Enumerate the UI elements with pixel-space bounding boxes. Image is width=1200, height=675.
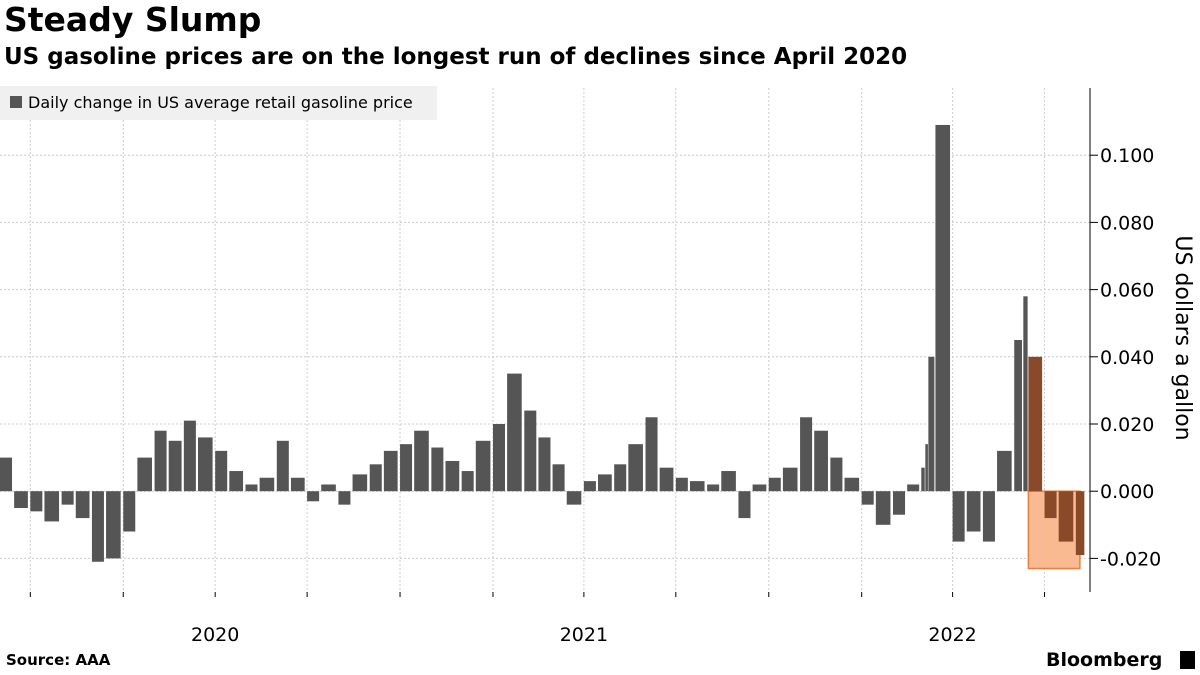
bar xyxy=(1028,356,1043,492)
bar xyxy=(75,491,90,519)
bar xyxy=(383,450,398,492)
bar xyxy=(814,430,828,492)
bar xyxy=(861,491,874,505)
bar xyxy=(830,457,843,492)
bar xyxy=(598,474,612,492)
chart-grid xyxy=(0,88,1090,592)
bar xyxy=(800,417,813,492)
bar xyxy=(721,471,736,492)
bar xyxy=(566,491,582,505)
brand-logo: Bloomberg xyxy=(1046,649,1163,671)
x-tick-label: 2021 xyxy=(560,624,608,646)
bar xyxy=(30,491,43,512)
bar xyxy=(925,444,928,492)
bar xyxy=(921,467,925,492)
bar xyxy=(352,474,368,492)
legend-entry: Daily change in US average retail gasoli… xyxy=(28,93,413,112)
bar xyxy=(414,430,429,492)
bar xyxy=(1058,491,1074,542)
bar xyxy=(492,424,505,492)
bar xyxy=(935,124,951,492)
bar xyxy=(707,484,720,492)
y-tick-label: 0.000 xyxy=(1100,481,1154,503)
bar xyxy=(893,491,906,515)
bar xyxy=(369,464,382,492)
bar xyxy=(1023,296,1028,492)
bar xyxy=(431,447,444,492)
x-tick-label: 2022 xyxy=(928,624,976,646)
bar xyxy=(229,471,244,492)
chart-bars xyxy=(0,124,1085,562)
bar xyxy=(675,477,688,492)
bar xyxy=(928,356,935,492)
y-axis-label: US dollars a gallon xyxy=(1170,235,1195,440)
bar xyxy=(782,467,798,492)
y-tick-label: -0.020 xyxy=(1100,548,1161,570)
bar xyxy=(137,457,152,492)
source-note: Source: AAA xyxy=(6,651,111,669)
bar xyxy=(197,437,213,492)
bar xyxy=(276,440,289,492)
y-tick-label: 0.100 xyxy=(1100,145,1154,167)
bar xyxy=(168,440,182,492)
bar xyxy=(321,484,336,492)
bar xyxy=(91,491,104,562)
chart-title: Steady Slump xyxy=(4,0,262,39)
bar xyxy=(907,484,920,492)
bar xyxy=(307,491,320,502)
bar xyxy=(259,477,275,492)
bar xyxy=(659,467,674,492)
bar xyxy=(952,491,965,542)
brand-mark-icon xyxy=(1180,651,1195,669)
x-tick-label: 2020 xyxy=(191,624,239,646)
bar xyxy=(215,450,228,492)
bar xyxy=(966,491,981,532)
bar xyxy=(645,417,658,492)
bar xyxy=(1044,491,1057,519)
chart-axis: -0.020 0.000 0.020 0.040 0.060 0.080 0.100 2020… xyxy=(29,88,1161,646)
bar xyxy=(768,477,781,492)
bar xyxy=(400,444,413,492)
bar xyxy=(875,491,891,525)
bar xyxy=(997,450,1012,492)
bar xyxy=(475,440,491,492)
bar xyxy=(245,484,258,492)
y-tick-label: 0.020 xyxy=(1100,414,1154,436)
y-tick-label: 0.060 xyxy=(1100,280,1154,302)
legend-swatch xyxy=(10,96,22,108)
chart-legend: Daily change in US average retail gasoli… xyxy=(0,86,437,120)
bar xyxy=(1014,340,1022,492)
legend-background xyxy=(0,86,437,120)
bar xyxy=(552,464,565,492)
bar xyxy=(338,491,351,505)
bar xyxy=(614,464,627,492)
bar xyxy=(44,491,60,522)
bar xyxy=(154,430,167,492)
y-tick-label: 0.080 xyxy=(1100,212,1154,234)
bar xyxy=(982,491,995,542)
bar xyxy=(445,460,460,492)
bar xyxy=(507,373,522,492)
bar xyxy=(461,471,474,492)
bar xyxy=(1075,491,1085,556)
chart-subtitle: US gasoline prices are on the longest ru… xyxy=(4,44,908,70)
bar xyxy=(752,484,767,492)
bar xyxy=(0,457,13,492)
bar xyxy=(123,491,136,532)
y-tick-label: 0.040 xyxy=(1100,347,1154,369)
bar xyxy=(538,437,551,492)
bar xyxy=(106,491,121,559)
bar xyxy=(628,444,643,492)
bar xyxy=(14,491,28,508)
bar xyxy=(290,477,305,492)
bar xyxy=(689,481,705,492)
bar xyxy=(183,420,196,492)
bar xyxy=(844,477,860,492)
bar xyxy=(738,491,751,519)
bar xyxy=(524,410,537,492)
bar xyxy=(583,481,596,492)
bar xyxy=(61,491,74,505)
